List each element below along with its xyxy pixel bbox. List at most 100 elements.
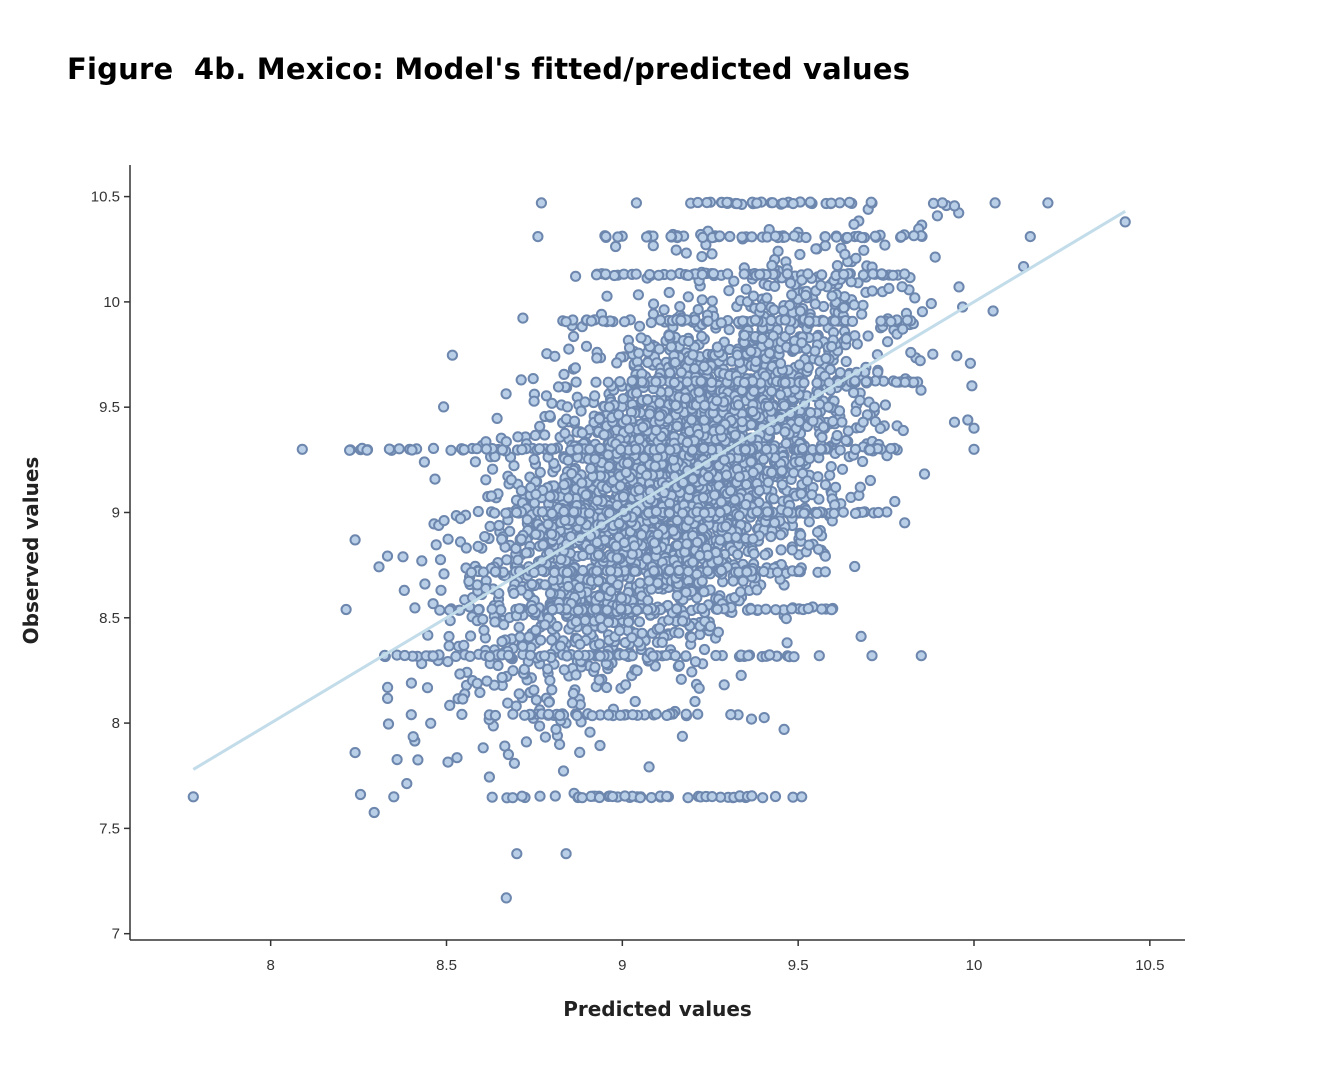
data-point [731, 198, 743, 210]
data-point [493, 519, 505, 532]
data-point [915, 650, 927, 662]
data-point [535, 634, 547, 646]
data-point [589, 661, 601, 673]
data-point [589, 453, 601, 465]
data-point [1119, 216, 1131, 228]
data-point [579, 396, 591, 408]
data-point [634, 320, 646, 332]
data-point [680, 247, 692, 259]
data-point [727, 575, 739, 587]
data-point [560, 316, 572, 328]
data-point [590, 603, 602, 615]
data-point [382, 692, 394, 705]
data-point [577, 549, 589, 562]
data-point [510, 506, 523, 519]
data-point [483, 771, 495, 783]
data-point [472, 505, 484, 518]
data-point [528, 453, 540, 465]
data-point [641, 469, 653, 481]
data-point [849, 560, 861, 573]
data-point [419, 578, 431, 590]
data-point [758, 453, 770, 465]
data-point [772, 245, 784, 257]
data-point [706, 295, 718, 307]
data-point [747, 533, 759, 545]
data-point [798, 377, 810, 389]
data-point [605, 585, 617, 597]
data-point [645, 792, 658, 804]
data-point [592, 575, 605, 587]
data-point [671, 420, 683, 432]
data-point [561, 566, 573, 579]
data-point [514, 631, 526, 643]
data-point [856, 308, 868, 320]
data-point [605, 565, 617, 577]
data-point [583, 507, 596, 519]
data-point [736, 416, 748, 428]
data-point [481, 675, 493, 687]
data-point [603, 507, 616, 519]
data-point [816, 269, 828, 281]
data-point [689, 363, 701, 375]
data-point [554, 738, 566, 751]
data-point [496, 636, 508, 648]
data-point [484, 651, 496, 663]
data-point [661, 790, 673, 803]
data-point [830, 481, 842, 493]
data-point [757, 792, 769, 804]
data-point [484, 520, 496, 533]
data-point [776, 465, 788, 477]
data-point [816, 603, 828, 615]
data-point [698, 360, 710, 372]
data-point [831, 260, 844, 272]
data-point [407, 731, 419, 743]
data-point [524, 649, 537, 661]
data-point [819, 479, 832, 491]
data-point [590, 376, 602, 388]
figure-title: Figure 4b. Mexico: Model's fitted/predic… [67, 52, 911, 86]
data-point [598, 429, 610, 441]
data-point [840, 355, 852, 368]
data-point [558, 368, 570, 380]
data-point [635, 332, 647, 344]
data-point [777, 197, 789, 209]
data-point [728, 275, 740, 287]
data-point [655, 442, 667, 454]
x-axis-ticks: 8 8.5 9 9.5 10 10.5 [266, 940, 1164, 974]
data-point [633, 347, 645, 359]
data-point [769, 790, 782, 803]
data-point [895, 231, 907, 243]
data-point [611, 357, 623, 369]
y-axis-label: Observed values [19, 457, 43, 645]
data-point [542, 663, 554, 675]
data-point [815, 279, 827, 291]
data-point [626, 632, 638, 644]
data-point [704, 620, 717, 633]
data-point [682, 565, 694, 578]
data-point [686, 631, 698, 644]
data-point [620, 414, 633, 426]
data-point [591, 352, 603, 364]
data-point [558, 479, 570, 491]
y-tick-label: 7.5 [99, 820, 120, 837]
data-point [803, 315, 815, 327]
data-point [406, 444, 418, 456]
data-point [827, 415, 839, 427]
data-point [762, 400, 775, 412]
data-point [500, 388, 512, 400]
data-point [614, 709, 626, 721]
data-point [781, 637, 793, 649]
data-point [641, 394, 654, 406]
data-point [739, 444, 752, 456]
data-point [580, 489, 592, 501]
data-point [918, 468, 931, 480]
data-point [825, 197, 837, 209]
data-point [543, 696, 555, 708]
data-point [826, 340, 838, 353]
data-point [658, 304, 670, 316]
data-point [442, 756, 454, 768]
data-point [680, 586, 692, 598]
data-point [887, 269, 899, 281]
data-point [633, 484, 645, 496]
data-point [456, 708, 468, 721]
